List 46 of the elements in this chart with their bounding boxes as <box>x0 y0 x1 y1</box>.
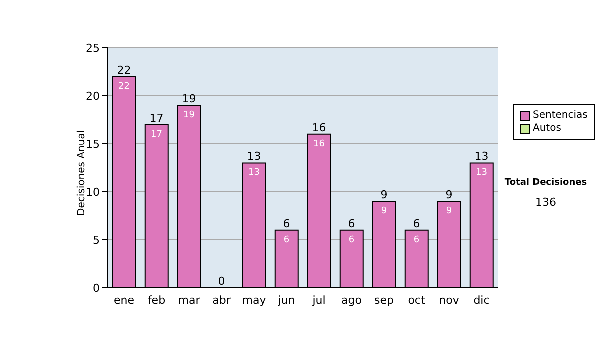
x-tick-label: oct <box>408 294 426 307</box>
legend-label: Autos <box>533 122 562 135</box>
y-tick-label: 20 <box>86 90 100 103</box>
x-tick-label: jun <box>277 294 296 307</box>
data-label: 6 <box>348 235 355 246</box>
data-label: 13 <box>476 168 488 178</box>
data-label: 6 <box>414 235 420 246</box>
text: 136 <box>534 196 558 209</box>
total-label: 0 <box>218 275 226 288</box>
data-label: 17 <box>151 130 162 140</box>
x-tick-label: mar <box>178 294 201 307</box>
x-tick-label: dic <box>474 294 490 307</box>
total-label: 6 <box>348 217 356 230</box>
data-label: 22 <box>118 82 130 92</box>
x-tick-label: feb <box>148 294 166 307</box>
x-tick-label: sep <box>374 294 394 307</box>
data-label: 19 <box>184 110 196 121</box>
legend-label: Sentencias <box>533 109 588 122</box>
y-tick-label: 25 <box>86 42 100 55</box>
x-tick-label: abr <box>212 294 232 307</box>
x-tick-label: jul <box>312 294 326 307</box>
total-label: 16 <box>312 121 326 134</box>
data-label: 13 <box>248 168 260 178</box>
total-label: 9 <box>380 188 388 202</box>
y-tick-label: 5 <box>93 234 100 247</box>
y-axis-title: Decisiones Anual <box>76 130 88 216</box>
data-label: 9 <box>446 206 452 217</box>
y-tick-label: 10 <box>86 186 100 199</box>
total-label: 13 <box>474 150 489 164</box>
data-label: 6 <box>284 235 290 246</box>
y-tick-label: 15 <box>86 138 100 151</box>
text: Total Decisiones <box>504 178 588 188</box>
total-label: 22 <box>117 64 132 77</box>
x-tick-label: may <box>242 294 267 307</box>
x-tick-label: ene <box>114 294 135 307</box>
data-label: 16 <box>314 139 326 150</box>
total-label: 6 <box>413 217 420 230</box>
total-label: 19 <box>182 92 196 106</box>
x-tick-label: ago <box>342 294 362 307</box>
data-label: 9 <box>381 206 388 217</box>
total-label: 9 <box>446 188 453 202</box>
y-tick-label: 0 <box>93 282 100 295</box>
total-label: 13 <box>247 150 262 164</box>
total-label: 6 <box>283 217 290 230</box>
total-label: 17 <box>150 112 164 125</box>
x-tick-label: nov <box>439 294 460 307</box>
